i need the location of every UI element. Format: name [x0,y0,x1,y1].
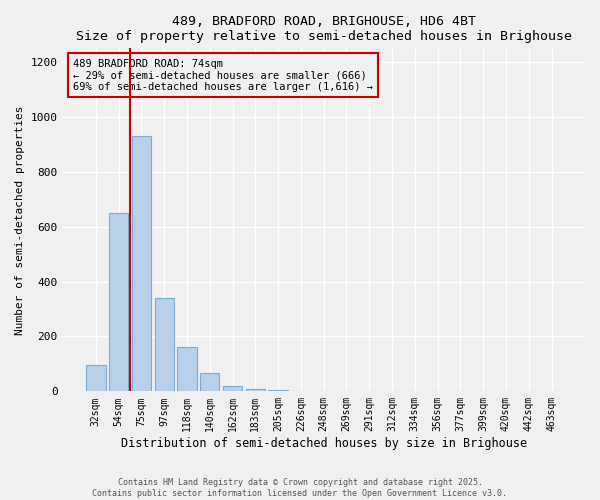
Text: 489 BRADFORD ROAD: 74sqm
← 29% of semi-detached houses are smaller (666)
69% of : 489 BRADFORD ROAD: 74sqm ← 29% of semi-d… [73,58,373,92]
Bar [245,388,265,392]
Bar [314,391,334,392]
Bar [268,390,288,392]
Bar [200,374,220,392]
Bar [132,136,151,392]
Y-axis label: Number of semi-detached properties: Number of semi-detached properties [15,105,25,334]
Title: 489, BRADFORD ROAD, BRIGHOUSE, HD6 4BT
Size of property relative to semi-detache: 489, BRADFORD ROAD, BRIGHOUSE, HD6 4BT S… [76,15,572,43]
Bar [86,366,106,392]
Bar [178,348,197,392]
X-axis label: Distribution of semi-detached houses by size in Brighouse: Distribution of semi-detached houses by … [121,437,527,450]
Bar [223,386,242,392]
Bar [155,298,174,392]
Bar [291,391,311,392]
Text: Contains HM Land Registry data © Crown copyright and database right 2025.
Contai: Contains HM Land Registry data © Crown c… [92,478,508,498]
Bar [109,213,128,392]
